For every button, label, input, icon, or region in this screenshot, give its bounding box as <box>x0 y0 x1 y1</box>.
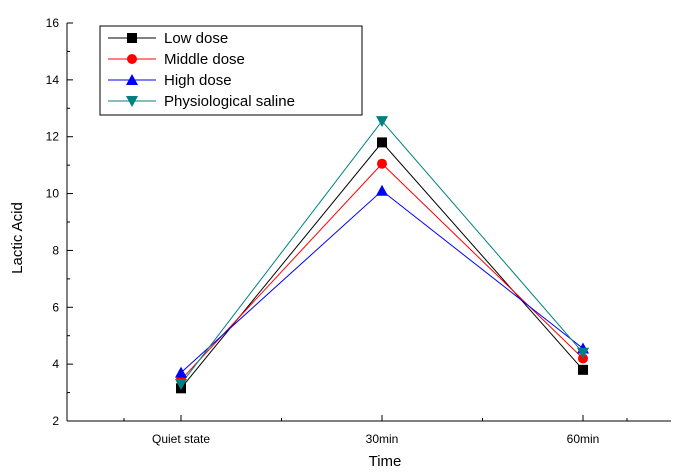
legend: Low dose Middle dose High dose Physiologica… <box>99 25 363 116</box>
y-tick-label: 2 <box>52 414 59 428</box>
x-tick-label: Quiet state <box>152 432 210 446</box>
data-point <box>377 158 387 169</box>
data-point <box>175 379 187 391</box>
y-tick-label: 8 <box>52 243 59 257</box>
x-tick-label: 30min <box>366 432 399 446</box>
y-tick-label: 16 <box>46 16 60 30</box>
legend-label: Middle dose <box>164 51 245 68</box>
legend-label: Low dose <box>164 30 228 47</box>
y-tick-label: 4 <box>52 357 59 371</box>
series-line <box>180 163 584 381</box>
y-tick-label: 10 <box>46 187 60 201</box>
series-markers <box>175 116 589 394</box>
data-point <box>377 137 387 148</box>
series-line <box>180 190 584 374</box>
y-tick-label: 6 <box>52 300 59 314</box>
data-point <box>578 364 588 375</box>
legend-label: High dose <box>164 72 232 89</box>
data-point <box>376 116 388 128</box>
data-point <box>577 347 589 359</box>
legend-box <box>99 25 363 116</box>
data-point <box>175 366 187 378</box>
series-line <box>180 141 584 389</box>
x-tick-label: 60min <box>567 432 600 446</box>
legend-marker <box>127 54 137 64</box>
y-tick-label: 12 <box>46 130 60 144</box>
y-tick-label: 14 <box>46 73 60 87</box>
legend-marker <box>126 96 138 107</box>
legend-label: Physiological saline <box>164 93 295 110</box>
legend-marker <box>127 33 137 43</box>
y-axis-ticks: 2 4 6 8 10 12 14 16 <box>46 16 73 428</box>
y-axis-title: Lactic Acid <box>9 202 26 274</box>
x-axis-ticks: Quiet state 30min 60min <box>123 415 628 446</box>
x-axis-title: Time <box>369 453 402 470</box>
legend-marker <box>126 74 138 85</box>
data-point <box>376 184 388 196</box>
